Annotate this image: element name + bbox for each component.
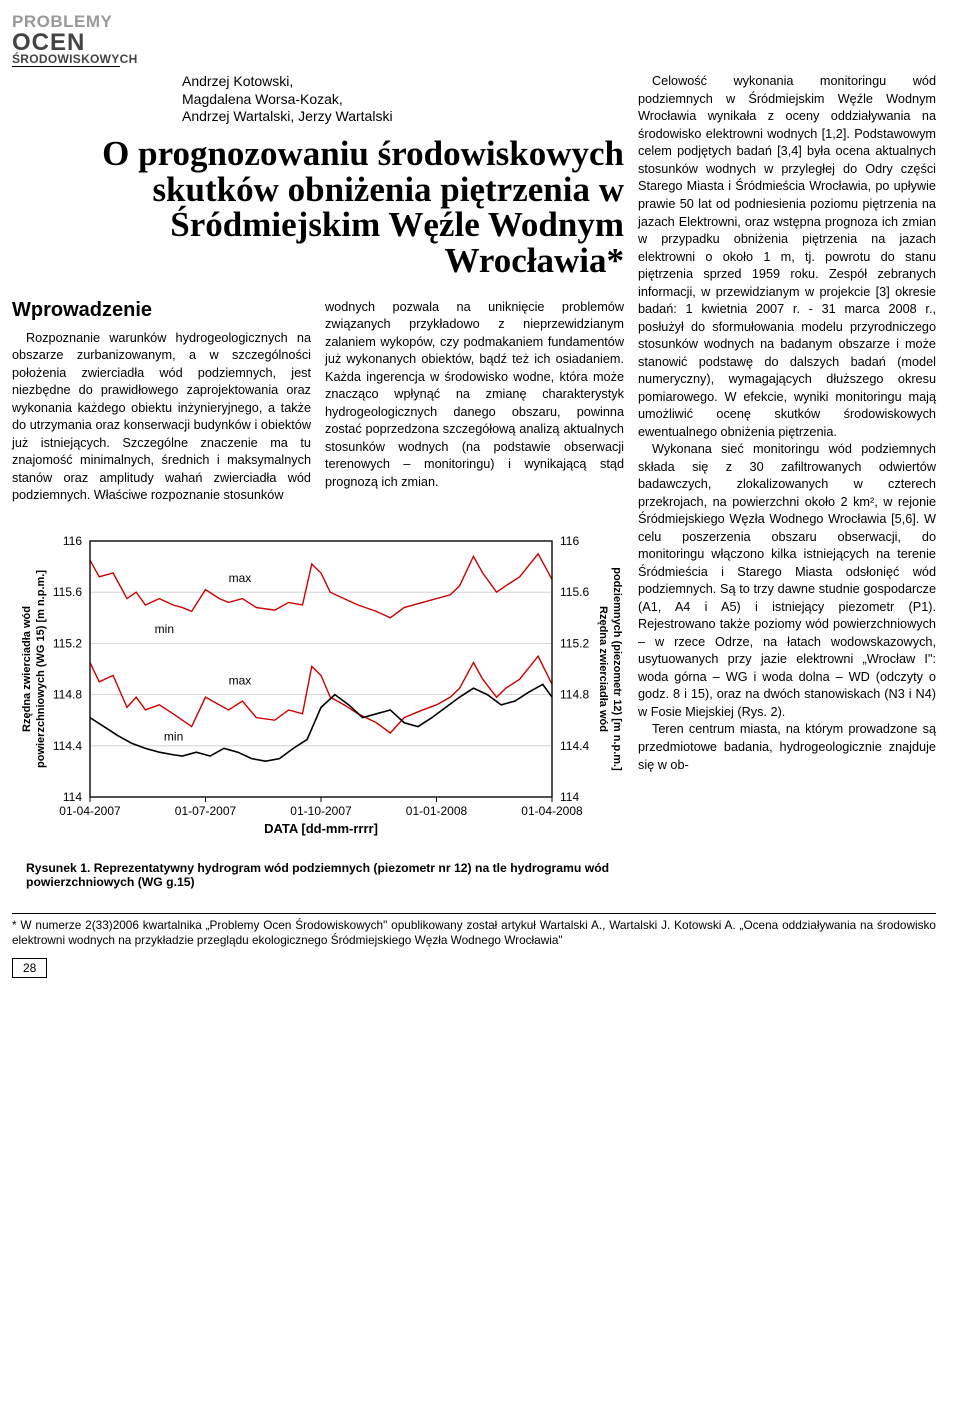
right-p2: Wykonana sieć monitoringu wód podziemnyc… [638,441,936,721]
svg-text:115.6: 115.6 [53,585,82,599]
logo-line-3: ŚRODOWISKOWYCH [12,54,936,65]
svg-text:115.2: 115.2 [53,636,82,650]
svg-text:01-04-2008: 01-04-2008 [521,804,583,818]
svg-text:115.2: 115.2 [560,636,589,650]
right-p3: Teren centrum miasta, na którym prowadzo… [638,721,936,774]
svg-text:116: 116 [63,534,82,548]
journal-logo: PROBLEMY OCEN ŚRODOWISKOWYCH [12,12,936,67]
svg-text:Rzędna zwierciadła wód: Rzędna zwierciadła wód [21,606,33,732]
svg-text:114.4: 114.4 [53,739,82,753]
svg-text:01-04-2007: 01-04-2007 [59,804,121,818]
svg-text:01-07-2007: 01-07-2007 [175,804,237,818]
main-row: Andrzej Kotowski, Magdalena Worsa-Kozak,… [12,73,936,888]
svg-text:114.8: 114.8 [53,687,82,701]
hydrogram-chart: 114 114 114.4 114.4 114.8 114.8 115.2 115.2 115.… [12,519,624,859]
svg-text:01-01-2008: 01-01-2008 [406,804,468,818]
figure-caption: Rysunek 1. Reprezentatywny hydrogram wód… [12,861,624,889]
authors: Andrzej Kotowski, Magdalena Worsa-Kozak,… [182,73,624,126]
svg-text:114.4: 114.4 [560,739,589,753]
svg-text:01-10-2007: 01-10-2007 [290,804,352,818]
svg-text:powierzchniowych (WG 15) [m n.: powierzchniowych (WG 15) [m n.p.m.] [35,569,47,767]
svg-text:podziemnych (piezometr 12) [m: podziemnych (piezometr 12) [m n.p.m.] [611,567,623,771]
svg-text:Rzędna zwierciadła wód: Rzędna zwierciadła wód [597,606,609,732]
right-column: Celowość wykonania monitoringu wód podzi… [638,73,936,888]
intro-columns: Wprowadzenie Rozpoznanie warunków hydrog… [12,299,624,505]
svg-text:116: 116 [560,534,579,548]
col-a-text: Rozpoznanie warunków hydrogeologicznych … [12,330,311,505]
svg-text:min: min [155,622,174,636]
col-b: wodnych pozwala na uniknięcie problemów … [325,299,624,505]
svg-text:115.6: 115.6 [560,585,589,599]
logo-line-1: PROBLEMY [12,12,936,32]
col-a: Wprowadzenie Rozpoznanie warunków hydrog… [12,299,311,505]
svg-text:max: max [229,571,252,585]
page-number: 28 [12,958,47,978]
svg-text:114.8: 114.8 [560,687,589,701]
left-block: Andrzej Kotowski, Magdalena Worsa-Kozak,… [12,73,624,888]
logo-rule [12,66,120,67]
footnote-separator [12,913,936,914]
logo-line-2: OCEN [12,32,936,54]
svg-text:min: min [164,729,183,743]
svg-text:114: 114 [63,790,82,804]
svg-text:114: 114 [560,790,579,804]
svg-text:DATA [dd-mm-rrrr]: DATA [dd-mm-rrrr] [264,821,378,836]
figure-1: 114 114 114.4 114.4 114.8 114.8 115.2 115.2 115.… [12,519,624,889]
right-p1: Celowość wykonania monitoringu wód podzi… [638,73,936,441]
section-heading: Wprowadzenie [12,299,311,322]
svg-text:max: max [229,673,252,687]
footnote: * W numerze 2(33)2006 kwartalnika „Probl… [12,918,936,949]
article-title: O prognozowaniu środowiskowych skutków o… [12,136,624,279]
